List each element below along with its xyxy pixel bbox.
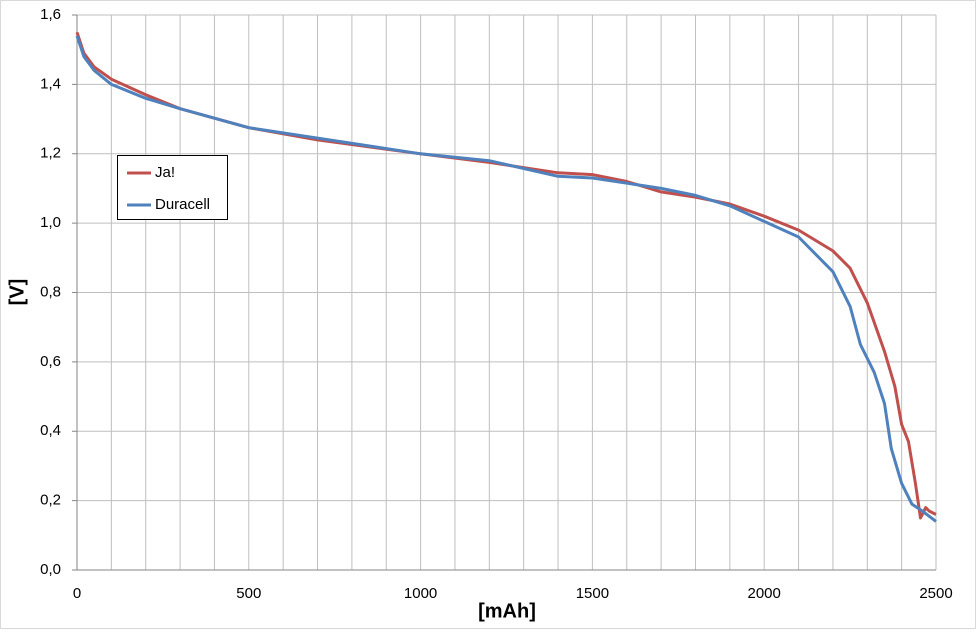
y-tick-label: 1,2 [40,145,61,162]
y-tick-label: 0,0 [40,561,61,578]
x-tick-label: 1500 [576,585,609,602]
x-tick-label: 500 [236,585,261,602]
y-tick-label: 1,4 [40,75,61,92]
x-tick-label: 2000 [748,585,781,602]
legend-label: Ja! [155,164,175,181]
y-tick-label: 0,4 [40,422,61,439]
x-tick-label: 0 [73,585,81,602]
y-tick-label: 0,2 [40,492,61,509]
y-axis-title: [V] [6,279,28,306]
data-line [75,35,937,523]
legend-box [117,155,228,220]
x-axis-title: [mAh] [478,600,536,622]
x-tick-label: 2500 [919,585,952,602]
y-tick-label: 1,0 [40,214,61,231]
y-tick-label: 0,8 [40,283,61,300]
x-tick-label: 1000 [404,585,437,602]
y-tick-label: 1,6 [40,6,61,23]
legend-label: Duracell [155,196,210,213]
y-tick-label: 0,6 [40,353,61,370]
